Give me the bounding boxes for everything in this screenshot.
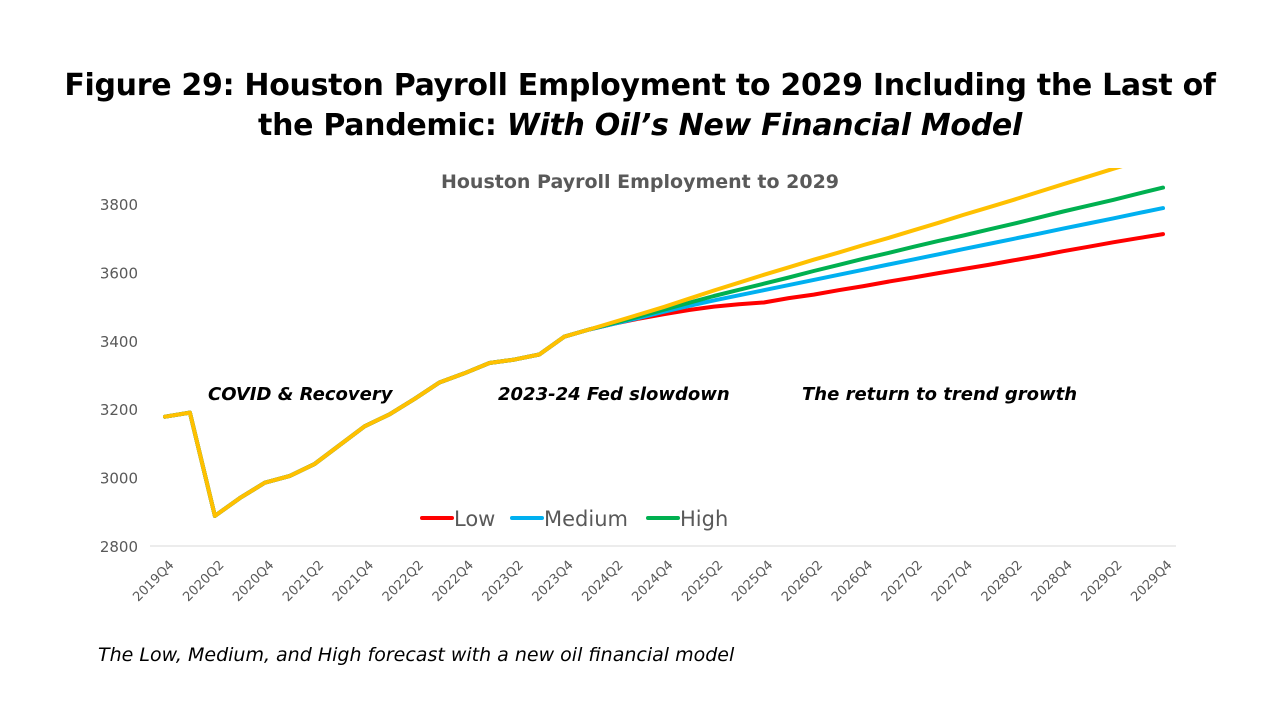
annotations: COVID & Recovery 2023-24 Fed slowdown The … [208,384,1077,405]
figure-title-line1: Figure 29: Houston Payroll Employment to… [64,68,1216,103]
y-tick-label: 3400 [100,333,138,351]
x-tick-label: 2026Q4 [829,558,876,605]
figure-caption: The Low, Medium, and High forecast with … [98,644,735,666]
chart-annotation: COVID & Recovery [208,384,394,405]
x-tick-label: 2019Q4 [130,558,177,605]
figure-title-line2-plain: the Pandemic: [258,108,507,143]
y-tick-label: 3800 [100,196,138,214]
legend-label-low: Low [454,507,495,531]
legend-label-high: High [680,507,728,531]
y-axis: 2800 3000 3200 3400 3600 3800 [100,196,138,556]
figure-title-line2-italic: With Oil’s New Financial Model [506,108,1023,143]
x-tick-label: 2021Q4 [330,558,377,605]
x-tick-label: 2026Q2 [779,558,826,605]
x-tick-label: 2027Q2 [879,558,926,605]
x-tick-label: 2028Q2 [979,558,1026,605]
series-line-medium [163,206,1165,518]
series-line-high [163,185,1165,518]
series-lines [163,168,1165,518]
x-tick-label: 2021Q2 [280,558,327,605]
x-tick-label: 2024Q4 [629,558,676,605]
legend: Low Medium High [420,507,728,531]
y-tick-label: 3000 [100,470,138,488]
series-line-low [163,232,1165,518]
chart-annotation: The return to trend growth [802,384,1077,405]
chart-annotation: 2023-24 Fed slowdown [498,384,730,405]
x-tick-label: 2023Q2 [480,558,527,605]
legend-label-medium: Medium [544,507,628,531]
figure-title-line2: the Pandemic: With Oil’s New Financial M… [0,106,1280,146]
x-axis: 2019Q4 2020Q2 2020Q4 2021Q2 2021Q4 2022Q2 2022… [130,558,1175,605]
x-tick-label: 2029Q4 [1128,558,1175,605]
x-tick-label: 2022Q4 [430,558,477,605]
x-tick-label: 2029Q2 [1078,558,1125,605]
chart-title: Houston Payroll Employment to 2029 [441,171,839,193]
y-tick-label: 3600 [100,264,138,282]
x-tick-label: 2020Q2 [180,558,227,605]
y-tick-label: 2800 [100,538,138,556]
series-line-trend [163,168,1123,518]
figure-title: Figure 29: Houston Payroll Employment to… [0,66,1280,146]
x-tick-label: 2025Q2 [679,558,726,605]
x-tick-label: 2024Q2 [579,558,626,605]
x-tick-label: 2027Q4 [929,558,976,605]
y-tick-label: 3200 [100,401,138,419]
x-tick-label: 2020Q4 [230,558,277,605]
x-tick-label: 2025Q4 [729,558,776,605]
x-tick-label: 2022Q2 [380,558,427,605]
x-tick-label: 2023Q4 [530,558,577,605]
x-tick-label: 2028Q4 [1029,558,1076,605]
